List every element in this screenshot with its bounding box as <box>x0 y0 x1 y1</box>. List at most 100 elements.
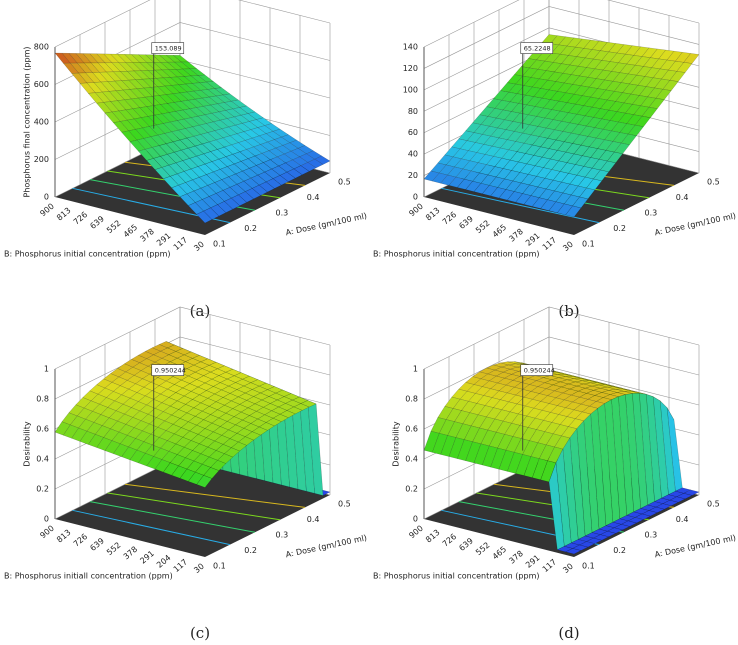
surface-cell <box>78 418 95 432</box>
surface-cell <box>122 89 139 100</box>
surface-cell <box>241 375 259 383</box>
z-tick-label: 0.2 <box>36 485 49 494</box>
surface-cell <box>222 438 239 448</box>
surface-cell <box>126 427 143 439</box>
surface-cell <box>218 412 235 422</box>
surface-cell <box>565 205 582 218</box>
surface-cell <box>251 426 268 436</box>
y-tick-label: 726 <box>441 532 458 549</box>
surface-cell <box>250 174 267 186</box>
surface-cell <box>584 167 601 180</box>
surface-cell <box>211 375 228 383</box>
surface-cell <box>176 395 193 405</box>
y-tick-label: 117 <box>172 235 189 252</box>
surface-cell <box>272 414 289 422</box>
surface-cell <box>476 144 493 155</box>
surface-cell <box>146 456 163 470</box>
x-axis-label: A: Dose (gm/100 ml) <box>654 211 737 237</box>
caption: (a) <box>190 302 211 320</box>
surface-cell <box>593 169 610 182</box>
z-tick-label: 0 <box>413 515 418 524</box>
surface-cell <box>135 378 152 388</box>
surface-cell <box>572 544 589 551</box>
panel: 0 0.2 0.4 0.6 0.8 1 Desirability 0.1 0.2 0.3 0.4 0.… <box>373 306 737 642</box>
surface-cell <box>71 72 88 84</box>
caption: (d) <box>558 624 579 642</box>
surface-cell <box>225 408 242 417</box>
y-tick-label: 465 <box>491 223 508 240</box>
surface-cell <box>243 177 260 189</box>
x-tick-label: 0.1 <box>582 240 595 249</box>
surface-cell <box>218 110 235 119</box>
surface-cell <box>513 182 530 194</box>
y-tick-label: 552 <box>474 218 491 235</box>
surface-cell <box>154 167 171 180</box>
surface-cell <box>112 121 129 133</box>
surface-cell <box>563 194 580 207</box>
surface-cell <box>577 535 595 542</box>
y-tick-label: 30 <box>192 240 206 253</box>
x-tick-label: 0.5 <box>707 500 720 509</box>
contour <box>124 483 306 508</box>
surface-cell <box>586 117 603 128</box>
surface-cell <box>126 375 143 385</box>
surface-cell <box>501 91 518 103</box>
surface-cell <box>231 194 248 207</box>
surface-cell <box>493 90 510 101</box>
z-tick-label: 0 <box>44 193 49 202</box>
surface-cell <box>537 60 554 71</box>
wall-grid <box>54 0 331 48</box>
surface-cell <box>155 123 173 134</box>
surface-cell <box>618 112 635 124</box>
surface-cell <box>151 437 168 449</box>
surface-cell <box>128 383 145 393</box>
y-tick-label: 726 <box>72 532 89 549</box>
y-tick-label: 291 <box>524 231 541 248</box>
surface-cell <box>662 80 679 91</box>
y-tick-label: 117 <box>541 235 558 252</box>
surface-cell <box>104 440 121 454</box>
surface-cell <box>218 156 235 167</box>
surface-cell <box>97 387 114 398</box>
surface-cell <box>237 436 255 446</box>
surface-cell <box>527 106 544 117</box>
surface-cell <box>188 471 204 485</box>
surface-cell <box>169 400 186 410</box>
x-tick-label: 0.1 <box>582 562 595 571</box>
surface-cell <box>121 79 138 90</box>
surface-cell <box>219 378 237 387</box>
surface-cell <box>526 96 543 107</box>
surface-cell <box>219 166 236 178</box>
y-tick-label: 639 <box>457 536 474 553</box>
surface-cell <box>180 100 198 110</box>
surface-cell <box>451 138 468 149</box>
flag-box <box>151 42 185 54</box>
surface-cell <box>531 197 548 209</box>
surface-cell <box>619 123 636 135</box>
surface-cell <box>144 54 162 63</box>
surface-cell <box>507 452 523 474</box>
flag-label: 0.950244 <box>524 367 555 375</box>
surface-cell <box>200 446 217 458</box>
surface-cell <box>627 517 645 524</box>
surface-cell <box>196 419 213 429</box>
surface-cell <box>169 173 186 186</box>
y-tick-label: 30 <box>192 562 206 575</box>
surface-cell <box>465 181 482 192</box>
z-tick-label: 1 <box>413 365 418 374</box>
surface-cell <box>598 150 615 162</box>
surface-cell <box>548 201 565 214</box>
x-axis-label: A: Dose (gm/100 ml) <box>654 533 737 559</box>
surface-cell <box>224 144 241 155</box>
y-tick-label: 813 <box>55 206 72 223</box>
surface-cell <box>169 454 186 467</box>
surface-cell <box>171 409 188 419</box>
surface-cell <box>559 162 576 174</box>
surface-cell <box>157 85 174 95</box>
y-tick-label: 552 <box>105 218 122 235</box>
surface-cell <box>196 210 213 224</box>
z-tick-label: 0 <box>44 515 49 524</box>
surface-cell <box>125 367 142 376</box>
surface-cell <box>498 129 515 140</box>
